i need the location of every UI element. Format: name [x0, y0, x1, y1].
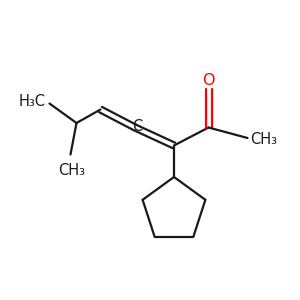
Text: O: O	[202, 73, 215, 88]
Text: C: C	[132, 119, 142, 134]
Text: H₃C: H₃C	[19, 94, 46, 109]
Text: CH₃: CH₃	[58, 163, 85, 178]
Text: CH₃: CH₃	[250, 132, 278, 147]
